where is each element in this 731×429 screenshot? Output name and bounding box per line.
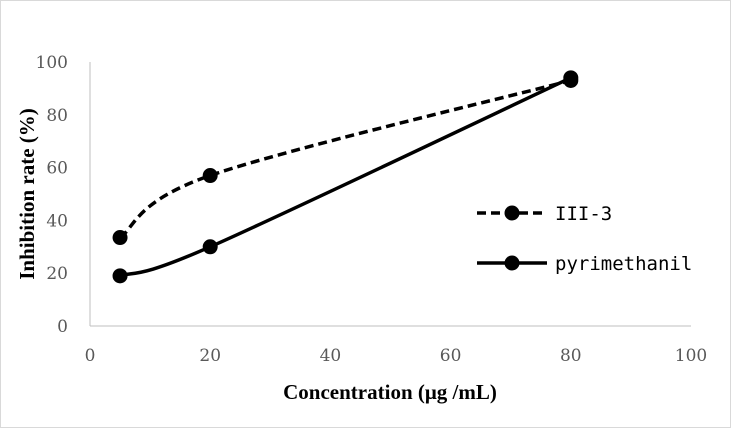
series-line-0	[118, 78, 572, 240]
plot-series	[112, 70, 579, 284]
series-1-point-0	[112, 268, 128, 284]
y-tick-label: 0	[57, 317, 68, 337]
x-tick-labels: 0 20 40 60 80 100	[85, 346, 708, 366]
legend-label-0: III-3	[555, 203, 612, 225]
y-tick-label: 40	[46, 211, 68, 231]
legend: III-3 pyrimethanil	[477, 203, 692, 275]
y-tick-label: 60	[46, 159, 68, 179]
x-tick-label: 0	[85, 346, 96, 366]
x-tick-label: 40	[320, 346, 342, 366]
legend-marker-1	[504, 255, 520, 271]
x-tick-label: 80	[560, 346, 582, 366]
x-tick-label: 100	[675, 346, 707, 366]
series-line-1	[119, 76, 572, 278]
y-tick-labels: 0 20 40 60 80 100	[36, 53, 68, 337]
x-axis-title: Concentration (μg /mL)	[283, 380, 497, 404]
x-tick-label: 60	[440, 346, 462, 366]
y-tick-label: 100	[36, 53, 68, 73]
y-tick-label: 80	[46, 106, 68, 126]
x-tick-label: 20	[199, 346, 221, 366]
y-tick-label: 20	[46, 264, 68, 284]
legend-label-1: pyrimethanil	[555, 253, 692, 275]
legend-marker-0	[504, 205, 520, 221]
series-0-point-1	[202, 168, 218, 184]
y-axis-title: Inhibition rate (%)	[15, 108, 39, 280]
series-0-point-0	[112, 230, 128, 246]
series-1-point-2	[563, 70, 579, 86]
series-1-point-1	[202, 239, 218, 255]
